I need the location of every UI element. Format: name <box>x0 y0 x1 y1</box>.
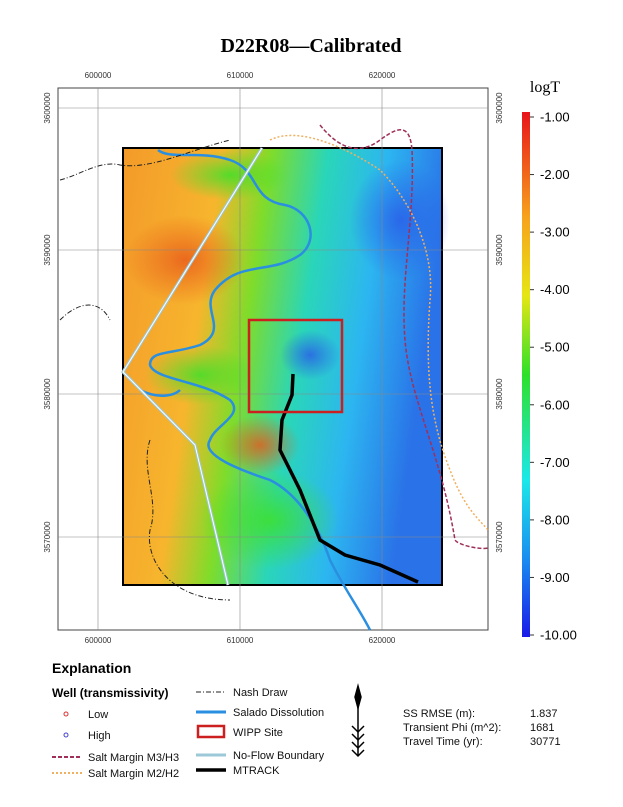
salt-margin-m2h2 <box>269 134 489 531</box>
legend-label: No-Flow Boundary <box>233 750 325 762</box>
legend-label: High <box>88 730 111 742</box>
x-tick-label: 610000 <box>227 636 254 645</box>
x-tick-label: 620000 <box>369 71 396 80</box>
stat-label: SS RMSE (m): <box>403 708 475 720</box>
colorbar-tick-label: -4.00 <box>540 282 570 297</box>
title: D22R08—Calibrated <box>220 35 401 57</box>
y-tick-label: 3600000 <box>43 92 52 124</box>
well-heading: Well (transmissivity) <box>52 686 168 700</box>
no-flow-boundary-inner <box>122 147 263 586</box>
y-tick-label: 3590000 <box>495 234 504 266</box>
colorbar-tick-label: -7.00 <box>540 455 570 470</box>
colorbar-tick-label: -9.00 <box>540 570 570 585</box>
wipp-site <box>247 318 344 414</box>
well-high-symbol <box>63 732 69 738</box>
stats: SS RMSE (m): 1.837 Transient Phi (m^2): … <box>403 708 561 748</box>
colorbar-tick-label: -2.00 <box>540 167 570 182</box>
mtrack <box>278 373 419 584</box>
well-low-symbol <box>63 711 69 717</box>
y-tick-labels: 3600000 3590000 3580000 3570000 3600000 … <box>43 92 504 553</box>
y-tick-label: 3590000 <box>43 234 52 266</box>
colorbar-tick-label: -8.00 <box>540 512 570 527</box>
wipp-symbol <box>196 724 226 739</box>
legend-label: Low <box>88 709 108 721</box>
stat-value: 1.837 <box>530 708 558 720</box>
legend-label: Salt Margin M2/H2 <box>88 768 179 780</box>
stat-value: 30771 <box>530 736 561 748</box>
legend-label: WIPP Site <box>233 727 283 739</box>
colorbar-tick-label: -3.00 <box>540 225 570 240</box>
y-tick-label: 3570000 <box>495 521 504 553</box>
legend-label: Salt Margin M3/H3 <box>88 752 179 764</box>
colorbar-tick-label: -5.00 <box>540 340 570 355</box>
salado-dissolution <box>148 148 372 631</box>
stat-label: Travel Time (yr): <box>403 736 483 748</box>
colorbar-tick-label: -6.00 <box>540 397 570 412</box>
legend-label: MTRACK <box>233 765 280 777</box>
x-tick-labels: 600000 610000 620000 600000 610000 62000… <box>85 71 396 645</box>
legend-label: Nash Draw <box>233 687 287 699</box>
y-tick-label: 3600000 <box>495 92 504 124</box>
model-domain <box>122 147 443 586</box>
colorbar-tick-label: -1.00 <box>540 110 570 125</box>
colorbar-tick-label: -10.00 <box>540 628 577 643</box>
north-arrow <box>351 683 365 758</box>
stat-value: 1681 <box>530 722 554 734</box>
legend-label: Salado Dissolution <box>233 707 324 719</box>
transmissivity-field <box>123 148 450 585</box>
stat-label: Transient Phi (m^2): <box>403 722 501 734</box>
x-tick-label: 600000 <box>85 636 112 645</box>
x-tick-label: 610000 <box>227 71 254 80</box>
colorbar-ticks: -1.00 -2.00 -3.00 -4.00 -5.00 -6.00 -7.00 -8.00… <box>530 110 577 643</box>
x-tick-label: 600000 <box>85 71 112 80</box>
legend-heading: Explanation <box>52 660 131 676</box>
grid <box>58 88 488 630</box>
colorbar-label: logT <box>530 79 560 96</box>
nash-draw <box>59 139 231 601</box>
y-tick-label: 3580000 <box>43 378 52 410</box>
y-tick-label: 3580000 <box>495 378 504 410</box>
colorbar <box>522 112 530 637</box>
x-tick-label: 620000 <box>369 636 396 645</box>
y-tick-label: 3570000 <box>43 521 52 553</box>
